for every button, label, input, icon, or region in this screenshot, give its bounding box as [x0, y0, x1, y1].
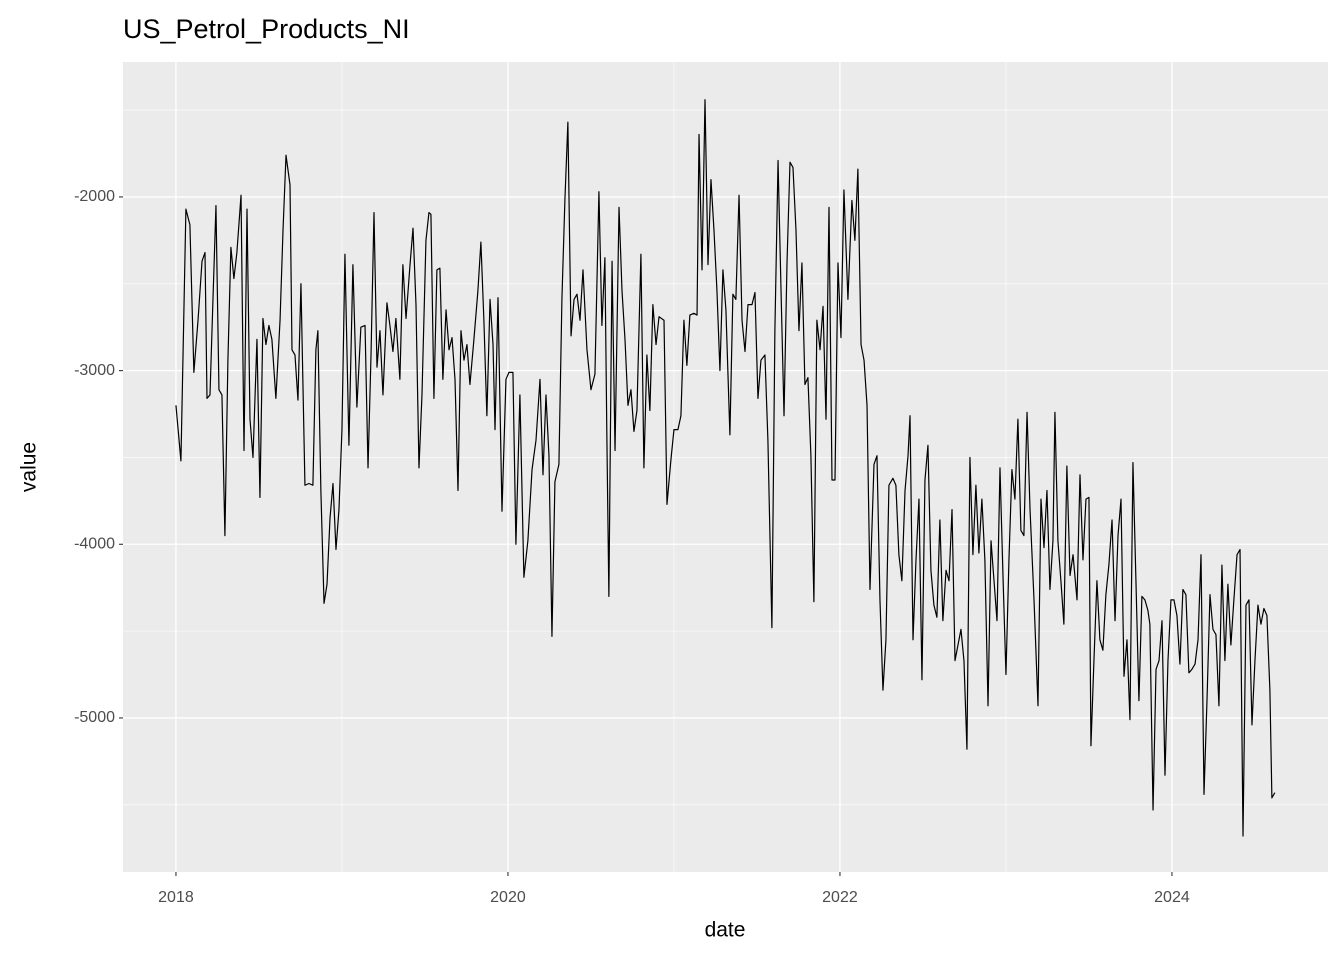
x-tick-label: 2022 [822, 889, 858, 906]
data-line [175, 99, 1276, 837]
x-tick-label: 2020 [490, 889, 526, 906]
y-axis-title: value [18, 442, 41, 492]
y-tick-label: -5000 [74, 709, 115, 726]
x-tick-label: 2024 [1154, 889, 1190, 906]
x-tick-label: 2018 [158, 889, 194, 906]
chart-title: US_Petrol_Products_NI [123, 14, 410, 44]
y-tick-label: -4000 [74, 536, 115, 553]
panel-background [123, 62, 1328, 872]
y-tick-label: -2000 [74, 188, 115, 205]
x-axis-title: date [705, 919, 746, 942]
y-tick-label: -3000 [74, 362, 115, 379]
